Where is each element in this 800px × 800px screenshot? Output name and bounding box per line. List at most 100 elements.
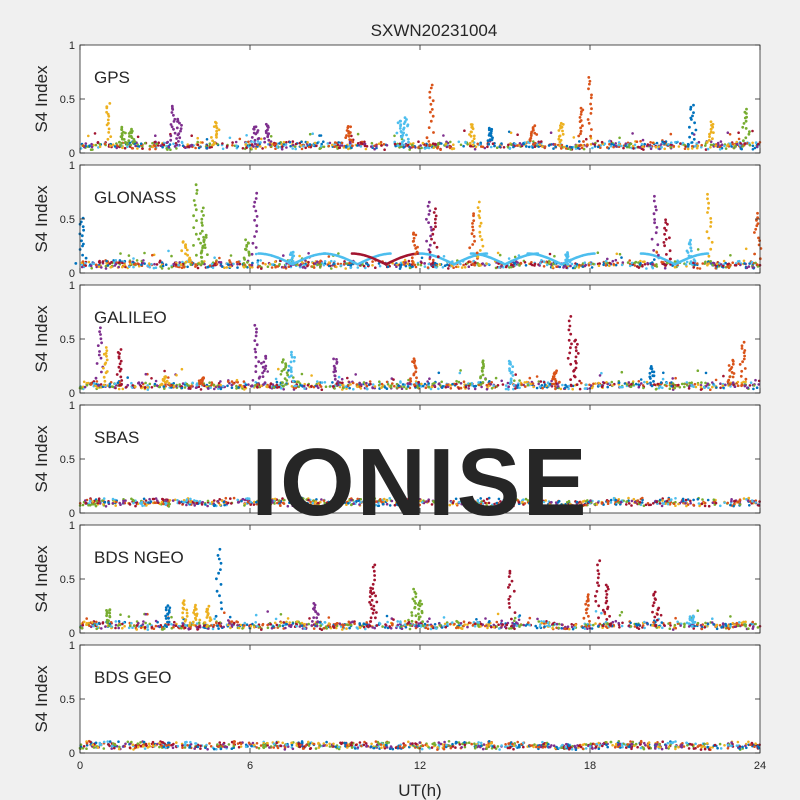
data-point [593,252,596,255]
data-point [195,219,198,223]
data-point [658,385,662,389]
data-point [549,131,553,134]
data-point [319,263,323,266]
data-point [289,360,293,364]
data-point [462,144,465,148]
data-point [745,266,749,270]
data-point [598,384,602,387]
data-point [522,142,525,146]
data-point [574,355,578,359]
data-point [217,128,221,132]
data-point [432,227,435,231]
data-point [714,144,718,148]
data-point [429,86,433,90]
data-point [254,350,257,354]
data-point [740,147,743,151]
data-point [740,383,744,387]
data-point [758,500,761,503]
data-point [705,141,709,144]
data-point [744,384,747,387]
data-point [136,262,139,265]
data-point [478,209,482,213]
data-point [177,132,181,136]
data-point [704,148,708,151]
data-point [84,264,87,267]
data-point [173,117,177,121]
data-point [684,502,687,505]
data-point [433,261,437,265]
data-point [81,225,85,229]
data-point [314,262,317,265]
data-point [574,338,577,342]
data-point [202,235,206,239]
data-point [254,209,258,213]
data-point [740,344,744,348]
data-point [223,266,226,270]
data-point [100,266,103,269]
data-point [531,126,535,129]
data-point [661,377,665,381]
data-point [155,263,159,266]
data-point [715,262,719,266]
data-point [455,379,458,383]
data-point [259,259,262,262]
data-point [196,143,200,147]
data-point [507,385,511,389]
data-point [178,136,182,140]
data-point [105,349,109,352]
data-point [655,265,659,268]
data-point [754,227,758,231]
data-point [268,263,272,266]
data-point [254,334,258,338]
data-point [114,259,118,262]
data-point [646,261,649,265]
data-point [105,370,109,373]
data-point [127,139,131,143]
data-point [687,143,690,147]
data-point [561,132,565,136]
data-point [253,200,257,204]
data-point [709,143,713,147]
data-point [593,143,596,146]
data-point [284,265,287,269]
data-point [254,125,258,129]
data-point [311,132,315,135]
data-point [649,381,652,385]
data-point [514,142,517,146]
data-point [279,386,283,390]
data-point [102,497,106,500]
data-point [572,136,576,139]
data-point [247,250,251,254]
data-point [167,145,170,149]
data-point [104,352,108,355]
data-point [215,263,219,266]
y-tick-label: 0 [69,148,75,160]
data-point [722,374,725,378]
data-point [256,140,260,143]
data-point [653,221,656,225]
data-point [696,369,700,373]
data-point [155,384,159,387]
data-point [696,266,699,270]
data-point [413,364,417,367]
data-point [630,504,633,507]
data-point [253,323,257,327]
data-point [407,140,410,144]
data-point [731,381,735,384]
data-point [282,384,285,388]
data-point [327,264,331,268]
data-point [339,144,342,147]
y-tick-label: 0.5 [60,334,75,346]
data-point [614,263,618,267]
data-point [336,380,340,383]
data-point [569,148,572,151]
data-point [421,141,425,145]
data-point [639,259,642,263]
data-point [121,146,124,150]
data-point [500,379,504,383]
data-point [162,385,166,388]
data-point [668,249,672,253]
data-point [99,333,102,336]
data-point [709,220,713,224]
data-point [105,105,109,108]
